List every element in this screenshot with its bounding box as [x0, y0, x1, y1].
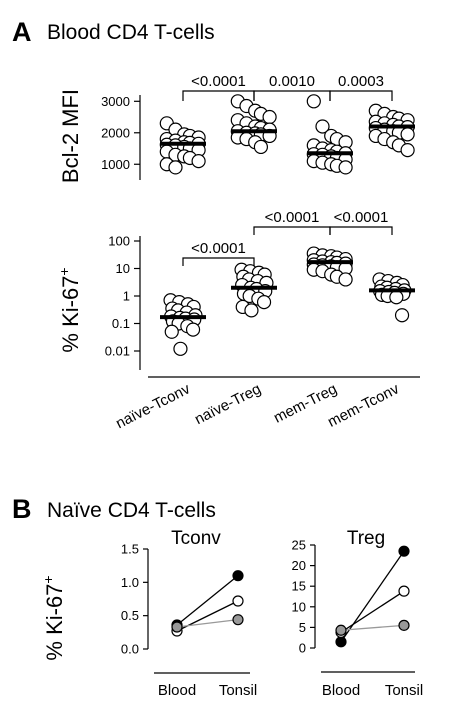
bcl2-point — [338, 160, 353, 175]
tconv-tonsil-point — [232, 595, 244, 607]
ki67-point — [389, 290, 404, 305]
treg-tonsil-point — [398, 619, 410, 631]
bcl2-point — [400, 142, 415, 158]
category-label: naïve-Tconv — [113, 380, 193, 432]
category-label: mem-Tconv — [325, 380, 402, 431]
treg-ytick-label: 20 — [292, 558, 306, 573]
tconv-pair-line — [176, 619, 239, 628]
tconv-pair-line — [176, 575, 239, 626]
tconv-ytick-label: 1.5 — [121, 542, 139, 557]
bcl2-point — [191, 154, 206, 169]
ki67-point — [164, 324, 179, 339]
ki67-ytick-label: 0.01 — [105, 344, 130, 359]
bcl2-ytick-label: 2000 — [101, 125, 130, 140]
panel-a-title: Blood CD4 T-cells — [47, 21, 215, 44]
tconv-tonsil-point — [232, 614, 244, 626]
ki67-ytick-label: 0.1 — [112, 316, 130, 331]
category-label: naïve-Treg — [192, 380, 264, 428]
tconv-title: Tconv — [171, 528, 221, 549]
ki67-comparison-bracket — [329, 226, 393, 235]
panel-b-ylabel: % Ki-67+ — [40, 575, 67, 660]
ki67-comparison-bracket — [253, 226, 331, 235]
tconv-category-label: Blood — [158, 682, 196, 699]
tconv-ytick-label: 1.0 — [121, 575, 139, 590]
bcl2-point — [315, 119, 330, 134]
ki67-ytick-label: 10 — [116, 261, 130, 276]
treg-category-label: Blood — [322, 682, 360, 699]
treg-category-label: Tonsil — [385, 682, 423, 699]
bcl2-point — [400, 127, 415, 142]
bcl2-point — [168, 160, 183, 175]
bcl2-point — [253, 139, 268, 155]
treg-ytick-label: 25 — [292, 538, 306, 553]
treg-pair-line — [340, 590, 405, 633]
treg-pair-line — [340, 624, 405, 631]
bcl2-comparison-bracket — [329, 90, 393, 101]
panel-b-title: Naïve CD4 T-cells — [47, 499, 216, 522]
treg-ytick-label: 15 — [292, 579, 306, 594]
tconv-ytick-label: 0.5 — [121, 608, 139, 623]
bcl2-p-value: 0.0010 — [269, 73, 315, 90]
tconv-blood-point — [171, 621, 183, 633]
treg-ytick-label: 5 — [299, 620, 306, 635]
ki67-ytick-label: 1 — [123, 289, 130, 304]
panel-b-letter: B — [12, 494, 32, 524]
bcl2-ylabel: Bcl-2 MFI — [58, 89, 83, 183]
bcl2-chart: Bcl-2 MFI 1000 2000 3000 <0.0001 0.0010 0.000… — [58, 73, 415, 183]
ki67-point — [185, 322, 201, 337]
ki67-point — [244, 303, 259, 318]
ki67-comparison-bracket — [182, 257, 255, 266]
bcl2-p-value: 0.0003 — [338, 73, 384, 90]
treg-blood-point — [335, 624, 347, 636]
ki67-point — [338, 272, 353, 287]
treg-ytick-label: 0 — [299, 641, 306, 656]
ki67-p-value: <0.0001 — [334, 209, 389, 226]
treg-ytick-label: 10 — [292, 599, 306, 614]
tconv-tonsil-point — [232, 570, 244, 582]
ki67-point — [173, 341, 188, 356]
ki67-p-value: <0.0001 — [265, 209, 320, 226]
treg-pair-line — [340, 550, 405, 643]
ki67-ylabel: % Ki-67+ — [56, 267, 83, 352]
bcl2-point — [306, 94, 321, 109]
tconv-category-label: Tonsil — [219, 682, 257, 699]
ki67-chart: % Ki-67+ 0.01 0.1 1 10 100 <0.0001 <0.0001 <0.0… — [56, 209, 420, 378]
ki67-ytick-label: 100 — [108, 234, 130, 249]
bcl2-p-value: <0.0001 — [191, 73, 246, 90]
bcl2-ytick-label: 1000 — [101, 157, 130, 172]
ki67-point — [394, 308, 410, 323]
tconv-chart: Tconv 0.0 0.5 1.0 1.5 Blood Tonsil — [121, 528, 257, 699]
tconv-ytick-label: 0.0 — [121, 642, 139, 657]
treg-tonsil-point — [398, 585, 410, 597]
bcl2-point — [262, 109, 277, 125]
treg-blood-point — [335, 636, 347, 648]
treg-chart: Treg 0 5 10 15 20 25 Blood Tonsil — [292, 528, 424, 699]
treg-tonsil-point — [398, 545, 410, 557]
ki67-point — [256, 295, 272, 310]
treg-title: Treg — [347, 528, 385, 549]
ki67-p-value: <0.0001 — [191, 240, 246, 257]
bcl2-ytick-label: 3000 — [101, 94, 130, 109]
panel-a-letter: A — [12, 17, 32, 47]
